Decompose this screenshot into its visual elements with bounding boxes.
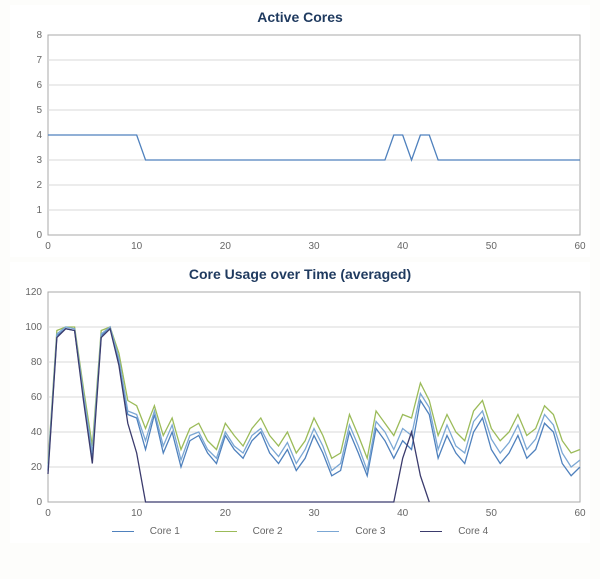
svg-text:20: 20 bbox=[220, 508, 232, 519]
svg-text:60: 60 bbox=[574, 508, 586, 519]
svg-text:40: 40 bbox=[397, 508, 409, 519]
svg-text:7: 7 bbox=[36, 55, 42, 66]
svg-text:6: 6 bbox=[36, 80, 42, 91]
legend-item-core3: Core 3 bbox=[309, 526, 393, 537]
svg-text:10: 10 bbox=[131, 508, 143, 519]
svg-text:3: 3 bbox=[36, 155, 42, 166]
svg-text:20: 20 bbox=[220, 241, 232, 252]
legend-item-core4: Core 4 bbox=[412, 526, 496, 537]
svg-text:0: 0 bbox=[36, 497, 42, 508]
svg-text:20: 20 bbox=[31, 462, 43, 473]
svg-text:8: 8 bbox=[36, 30, 42, 41]
svg-text:2: 2 bbox=[36, 180, 42, 191]
active-cores-plot: 0 1 2 3 4 5 6 7 8 0 10 20 30 40 50 60 bbox=[10, 27, 590, 257]
svg-text:80: 80 bbox=[31, 357, 43, 368]
svg-text:0: 0 bbox=[36, 230, 42, 241]
chart2-legend: Core 1 Core 2 Core 3 Core 4 bbox=[10, 524, 590, 543]
svg-text:40: 40 bbox=[31, 427, 43, 438]
active-cores-chart: Active Cores 0 1 2 3 4 5 6 7 8 0 10 20 30 40 50 60 bbox=[10, 5, 590, 257]
svg-text:10: 10 bbox=[131, 241, 143, 252]
legend-item-core1: Core 1 bbox=[104, 526, 188, 537]
svg-text:120: 120 bbox=[25, 287, 42, 298]
svg-text:5: 5 bbox=[36, 105, 42, 116]
core-usage-chart: Core Usage over Time (averaged) 0 20 40 60 8… bbox=[10, 262, 590, 543]
svg-text:4: 4 bbox=[36, 130, 42, 141]
legend-item-core2: Core 2 bbox=[207, 526, 291, 537]
svg-text:30: 30 bbox=[308, 508, 320, 519]
core-usage-plot: 0 20 40 60 80 100 120 0 10 20 30 40 50 60 bbox=[10, 284, 590, 524]
chart1-title: Active Cores bbox=[10, 5, 590, 27]
svg-text:50: 50 bbox=[486, 508, 498, 519]
svg-text:50: 50 bbox=[486, 241, 498, 252]
svg-text:1: 1 bbox=[36, 205, 42, 216]
svg-text:100: 100 bbox=[25, 322, 42, 333]
svg-text:30: 30 bbox=[308, 241, 320, 252]
chart2-title: Core Usage over Time (averaged) bbox=[10, 262, 590, 284]
svg-text:0: 0 bbox=[45, 508, 51, 519]
svg-text:60: 60 bbox=[31, 392, 43, 403]
svg-text:60: 60 bbox=[574, 241, 586, 252]
svg-text:0: 0 bbox=[45, 241, 51, 252]
svg-text:40: 40 bbox=[397, 241, 409, 252]
